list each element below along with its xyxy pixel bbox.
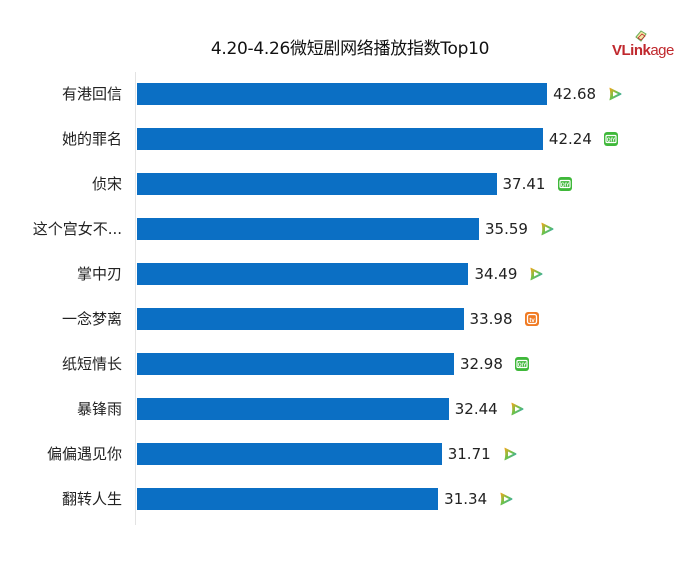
category-label: 有港回信 bbox=[61, 85, 122, 103]
chart-title: 4.20-4.26微短剧网络播放指数Top10 bbox=[210, 39, 490, 59]
tencent-video-icon bbox=[539, 221, 555, 237]
logo-text-bold: VLink bbox=[612, 42, 651, 59]
bar bbox=[137, 308, 464, 331]
bar bbox=[137, 443, 442, 466]
value-label: 34.49 bbox=[474, 265, 518, 284]
bar-row: 一念梦离 33.98 tv bbox=[0, 307, 700, 331]
category-label: 暴锋雨 bbox=[76, 400, 122, 419]
logo-mark-icon bbox=[635, 30, 647, 42]
value-label: 31.34 bbox=[444, 490, 488, 509]
svg-text:QIY: QIY bbox=[607, 137, 616, 143]
bar-row: 纸短情长 32.98 QIY bbox=[0, 352, 700, 376]
y-axis-line bbox=[135, 72, 136, 525]
bar bbox=[137, 263, 469, 286]
value-label: 42.24 bbox=[548, 130, 592, 149]
bar-row: 掌中刃 34.49 bbox=[0, 262, 700, 286]
bar bbox=[137, 218, 480, 241]
value-label: 35.59 bbox=[485, 220, 528, 239]
svg-text:QIY: QIY bbox=[518, 363, 527, 369]
iqiyi-icon: QIY bbox=[603, 131, 619, 147]
category-label: 侦宋 bbox=[91, 175, 122, 194]
bar-row: 翻转人生 31.34 bbox=[0, 487, 700, 511]
svg-text:QIY: QIY bbox=[560, 182, 569, 188]
value-label: 32.98 bbox=[459, 355, 503, 374]
bar bbox=[137, 128, 543, 151]
category-label: 纸短情长 bbox=[61, 355, 122, 374]
tencent-video-icon bbox=[528, 266, 544, 282]
bar-row: 侦宋 37.41 QIY bbox=[0, 172, 700, 196]
bar bbox=[137, 353, 454, 376]
tencent-video-icon bbox=[498, 491, 514, 507]
value-label: 31.71 bbox=[447, 445, 491, 464]
category-label: 翻转人生 bbox=[61, 490, 122, 509]
value-label: 32.44 bbox=[454, 400, 498, 419]
category-label: 她的罪名 bbox=[61, 130, 122, 149]
tencent-video-icon bbox=[502, 446, 518, 462]
bar-row: 她的罪名 42.24 QIY bbox=[0, 127, 700, 151]
bar-row: 暴锋雨 32.44 bbox=[0, 397, 700, 421]
bar-row: 偏偏遇见你 31.71 bbox=[0, 442, 700, 466]
tencent-video-icon bbox=[509, 401, 525, 417]
mango-tv-icon: tv bbox=[524, 311, 540, 327]
category-label: 这个宫女不... bbox=[32, 220, 122, 239]
bar bbox=[137, 398, 449, 421]
bar-row: 这个宫女不... 35.59 bbox=[0, 217, 700, 241]
value-label: 33.98 bbox=[469, 310, 513, 329]
tencent-video-icon bbox=[607, 86, 623, 102]
vlinkage-logo: VLinkage bbox=[612, 30, 692, 62]
iqiyi-icon: QIY bbox=[557, 176, 573, 192]
value-label: 37.41 bbox=[502, 175, 546, 194]
value-label: 42.68 bbox=[553, 85, 597, 103]
bar bbox=[137, 173, 497, 196]
bar bbox=[137, 488, 439, 511]
category-label: 掌中刃 bbox=[76, 265, 122, 284]
bar bbox=[137, 83, 548, 105]
svg-text:tv: tv bbox=[529, 318, 535, 324]
category-label: 偏偏遇见你 bbox=[46, 445, 122, 464]
logo-text-light: age bbox=[650, 42, 674, 59]
category-label: 一念梦离 bbox=[61, 310, 122, 329]
bar-row: 有港回信 42.68 bbox=[0, 82, 700, 106]
iqiyi-icon: QIY bbox=[514, 356, 530, 372]
